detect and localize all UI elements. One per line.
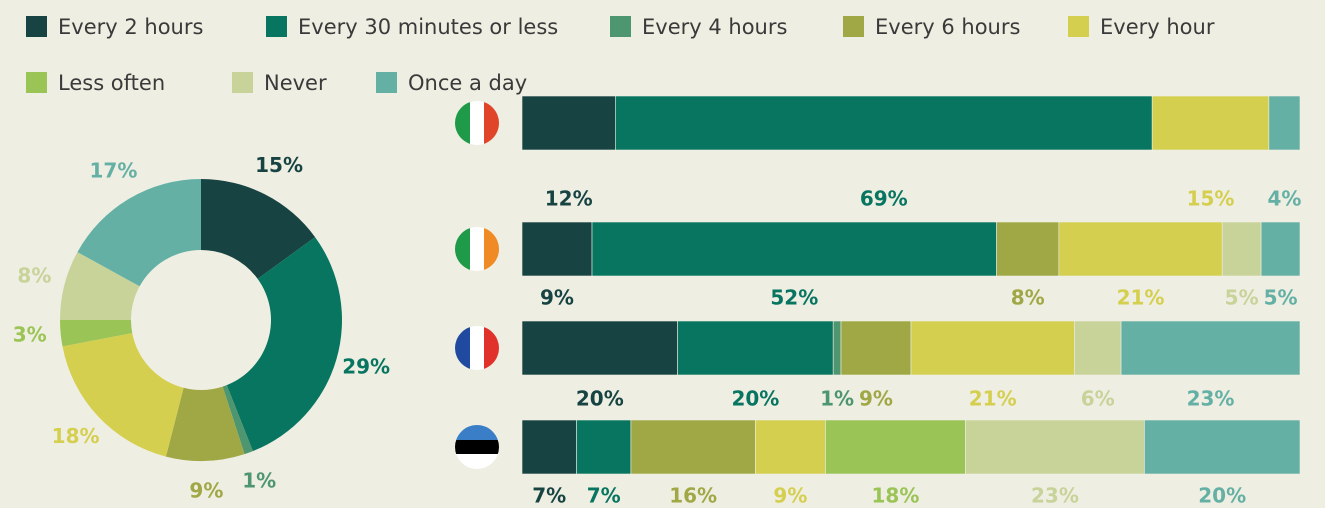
bar-label: 16% xyxy=(669,484,717,508)
bar-segment xyxy=(910,320,1075,376)
bar-segment xyxy=(521,419,577,475)
legend-swatch xyxy=(232,72,253,93)
bar-segment xyxy=(1144,419,1301,475)
bar-label: 1% xyxy=(820,387,854,411)
legend-label: Every 6 hours xyxy=(875,15,1020,39)
bar-label: 21% xyxy=(1117,286,1165,310)
bar-label: 23% xyxy=(1031,484,1079,508)
slice-label: 29% xyxy=(342,354,390,378)
legend-label: Every 30 minutes or less xyxy=(298,15,558,39)
bar-label: 4% xyxy=(1267,187,1301,211)
bar-label: 9% xyxy=(859,387,893,411)
donut-slice xyxy=(60,252,140,320)
legend-label: Every hour xyxy=(1100,15,1215,39)
bar-segment xyxy=(832,320,842,376)
bar-label: 20% xyxy=(731,387,779,411)
legend-label: Never xyxy=(264,71,327,95)
legend-label: Less often xyxy=(58,71,165,95)
bar-segment xyxy=(755,419,826,475)
bar-segment xyxy=(1120,320,1301,376)
donut-slice xyxy=(60,320,133,347)
bar-label: 5% xyxy=(1225,286,1259,310)
donut-slice xyxy=(77,179,201,287)
slice-label: 1% xyxy=(242,468,276,492)
donut-slice xyxy=(201,179,316,279)
bar-segment xyxy=(1260,221,1301,277)
legend-swatch xyxy=(266,16,287,37)
bar-label: 20% xyxy=(576,387,624,411)
bar-segment xyxy=(996,221,1060,277)
bar-label: 5% xyxy=(1264,286,1298,310)
bar-label: 8% xyxy=(1011,286,1045,310)
donut-slice xyxy=(226,237,342,452)
bar-label: 7% xyxy=(532,484,566,508)
bar-segment xyxy=(677,320,834,376)
bar-label: 15% xyxy=(1187,187,1235,211)
legend-swatch xyxy=(843,16,864,37)
donut-slice xyxy=(165,386,245,461)
donut-slice xyxy=(222,385,253,455)
slice-label: 15% xyxy=(255,153,303,177)
bar-segment xyxy=(630,419,756,475)
flag-france xyxy=(455,326,499,370)
bar-segment xyxy=(825,419,966,475)
slice-label: 8% xyxy=(17,264,51,288)
bar-segment xyxy=(1151,95,1270,151)
bar-label: 23% xyxy=(1187,387,1235,411)
legend-label: Every 4 hours xyxy=(642,15,787,39)
bar-segment xyxy=(965,419,1145,475)
bar-label: 9% xyxy=(540,286,574,310)
bar-label: 12% xyxy=(545,187,593,211)
bar-segment xyxy=(521,320,678,376)
bar-segment xyxy=(591,221,997,277)
flag-italy xyxy=(455,101,499,145)
slice-label: 17% xyxy=(90,158,138,182)
legend-swatch xyxy=(26,72,47,93)
legend-swatch xyxy=(376,72,397,93)
flag-ireland xyxy=(455,227,499,271)
slice-label: 3% xyxy=(13,323,47,347)
bar-label: 6% xyxy=(1081,387,1115,411)
bar-segment xyxy=(615,95,1153,151)
bar-segment xyxy=(521,95,616,151)
slice-label: 18% xyxy=(52,424,100,448)
bar-label: 69% xyxy=(860,187,908,211)
bar-segment xyxy=(521,221,593,277)
bar-segment xyxy=(576,419,632,475)
bar-label: 52% xyxy=(770,286,818,310)
legend-swatch xyxy=(26,16,47,37)
slice-label: 9% xyxy=(189,478,223,502)
bar-segment xyxy=(1074,320,1122,376)
legend-swatch xyxy=(1068,16,1089,37)
donut-slice xyxy=(62,333,184,457)
bar-segment xyxy=(1268,95,1301,151)
bar-label: 18% xyxy=(872,484,920,508)
bar-label: 21% xyxy=(969,387,1017,411)
legend-swatch xyxy=(610,16,631,37)
bar-label: 20% xyxy=(1198,484,1246,508)
bar-segment xyxy=(1221,221,1262,277)
legend-label: Once a day xyxy=(408,71,527,95)
bar-segment xyxy=(1058,221,1223,277)
flag-estonia xyxy=(455,425,499,469)
bar-segment xyxy=(840,320,912,376)
legend-label: Every 2 hours xyxy=(58,15,203,39)
bar-label: 9% xyxy=(773,484,807,508)
bar-label: 7% xyxy=(587,484,621,508)
